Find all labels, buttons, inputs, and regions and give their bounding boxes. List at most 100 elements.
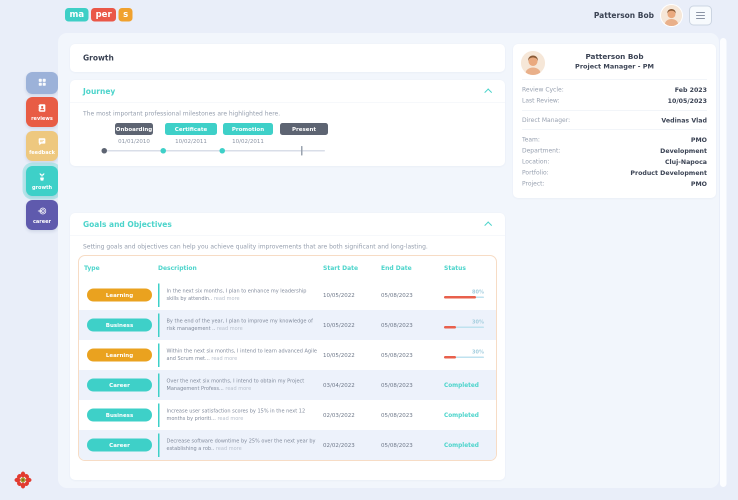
column-header: Status: [444, 264, 466, 272]
field-value: Development: [660, 146, 707, 155]
progress-bar: 80%: [444, 290, 484, 301]
goal-description-text: By the end of the year, I plan to improv…: [166, 318, 313, 332]
vertical-scrollbar[interactable]: [720, 38, 727, 487]
field-value: Product Development: [630, 168, 707, 177]
profile-field-group: Team: PMO Department: Development Location: C…: [522, 129, 707, 194]
hamburger-menu-button[interactable]: [689, 5, 712, 26]
growth-icon: [37, 172, 47, 184]
user-avatar[interactable]: [661, 5, 682, 26]
goal-type-badge: Learning: [87, 288, 152, 302]
read-more-link[interactable]: read more: [211, 356, 238, 362]
status-completed-label: Completed: [444, 441, 479, 449]
field-value: PMO: [690, 179, 707, 188]
goal-status-cell: 30%: [444, 350, 491, 361]
goal-type-badge: Career: [87, 378, 152, 392]
profile-field-row: Direct Manager: Vedinas Vlad: [522, 115, 707, 126]
goal-status-cell: 30%: [444, 320, 491, 331]
read-more-link[interactable]: read more: [217, 416, 244, 422]
sidebar-item-career[interactable]: career: [26, 200, 58, 230]
profile-field-row: Department: Development: [522, 145, 707, 156]
goal-description-text: Within the next six months, I intend to …: [166, 348, 317, 362]
read-more-link[interactable]: read more: [213, 296, 240, 302]
goal-description-text: In the next six months, I plan to enhanc…: [166, 288, 307, 302]
goal-start-date: 02/02/2023: [323, 441, 355, 449]
logo-segment-1: per: [91, 8, 117, 22]
profile-field-row: Portfolio: Product Development: [522, 167, 707, 178]
journey-subtitle: The most important professional mileston…: [83, 110, 281, 117]
field-label: Department:: [522, 147, 561, 154]
profile-fields: Review Cycle: Feb 2023 Last Review: 10/05/2…: [522, 79, 707, 194]
goal-type-badge: Business: [87, 408, 152, 422]
goal-row: Learning Within the next six months, I in…: [79, 340, 496, 370]
chevron-up-icon[interactable]: [484, 88, 493, 97]
goal-description-text: Decrease software downtime by 25% over t…: [166, 438, 316, 452]
goal-start-date: 10/05/2022: [323, 291, 355, 299]
progress-percent: 80%: [472, 289, 484, 296]
goal-description: By the end of the year, I plan to improv…: [158, 313, 323, 337]
milestone-date: 10/02/2011: [232, 138, 264, 145]
flower-icon: [14, 471, 32, 489]
goal-start-date: 10/05/2022: [323, 321, 355, 329]
main-panel: Growth Journey The most important profes…: [58, 33, 719, 488]
column-header: Description: [158, 264, 197, 272]
field-label: Location:: [522, 158, 550, 165]
present-marker: [301, 146, 303, 156]
field-label: Team:: [522, 136, 540, 143]
milestone-date: 01/01/2010: [118, 138, 150, 145]
progress-percent: 30%: [472, 319, 484, 326]
goal-status-cell: Completed: [444, 382, 491, 389]
sidebar-item-reviews[interactable]: reviews: [26, 97, 58, 127]
progress-track: [444, 326, 484, 328]
read-more-link[interactable]: read more: [216, 326, 243, 332]
milestone-dot: [219, 148, 225, 154]
goal-type-badge: Learning: [87, 348, 152, 362]
chevron-up-icon[interactable]: [484, 221, 493, 230]
profile-name: Patterson Bob: [585, 53, 644, 61]
field-value: Vedinas Vlad: [661, 116, 707, 124]
milestones-timeline: Onboarding 01/01/2010 Certificate 10/02/201…: [70, 123, 505, 163]
type-cell: Business: [84, 408, 158, 422]
type-cell: Learning: [84, 348, 158, 362]
field-label: Portfolio:: [522, 169, 549, 176]
column-header: Type: [84, 264, 100, 272]
milestone-dot: [101, 148, 107, 154]
journey-title: Journey: [83, 86, 116, 96]
type-cell: Career: [84, 378, 158, 392]
read-more-link[interactable]: read more: [215, 446, 242, 452]
sidebar-item-label: career: [32, 218, 52, 225]
sidebar-item-growth[interactable]: growth: [26, 166, 58, 196]
goal-description: Increase user satisfaction scores by 15%…: [158, 403, 323, 427]
goal-end-date: 05/08/2023: [381, 411, 413, 419]
journey-section: Journey The most important professional …: [70, 80, 505, 166]
profile-role: Project Manager - PM: [575, 63, 654, 71]
user-area: Patterson Bob: [594, 5, 712, 26]
goal-end-date: 05/08/2023: [381, 321, 413, 329]
goals-subtitle: Setting goals and objectives can help yo…: [83, 243, 428, 250]
read-more-link[interactable]: read more: [225, 386, 252, 392]
goal-description: Within the next six months, I intend to …: [158, 343, 323, 367]
status-completed-label: Completed: [444, 411, 479, 419]
progress-bar: 30%: [444, 320, 484, 331]
goals-table: Type Description Start Date End Date Status …: [78, 255, 497, 461]
timeline-line: [103, 150, 325, 152]
type-cell: Career: [84, 438, 158, 452]
field-value: Cluj-Napoca: [664, 157, 707, 166]
goal-description: In the next six months, I plan to enhanc…: [158, 283, 323, 307]
avatar-image: [661, 5, 682, 26]
goal-end-date: 05/08/2023: [381, 351, 413, 359]
goals-header: Goals and Objectives: [70, 213, 505, 236]
milestone-pill: Present: [280, 123, 328, 135]
field-value: Feb 2023: [674, 85, 707, 94]
goal-start-date: 03/04/2022: [323, 381, 355, 389]
field-label: Last Review:: [522, 97, 560, 104]
goal-end-date: 05/08/2023: [381, 441, 413, 449]
sidebar-item-label: growth: [31, 184, 53, 191]
goal-description: Over the next six months, I intend to ob…: [158, 373, 323, 397]
reviews-icon: [37, 103, 47, 115]
progress-fill: [444, 326, 456, 329]
sidebar-item-apps[interactable]: [26, 72, 58, 94]
goal-row: Business Increase user satisfaction score…: [79, 400, 496, 430]
mapers-logo[interactable]: ma per s: [65, 8, 133, 22]
sidebar-item-feedback[interactable]: feedback: [26, 131, 58, 161]
goal-description-text: Over the next six months, I intend to ob…: [166, 378, 305, 392]
